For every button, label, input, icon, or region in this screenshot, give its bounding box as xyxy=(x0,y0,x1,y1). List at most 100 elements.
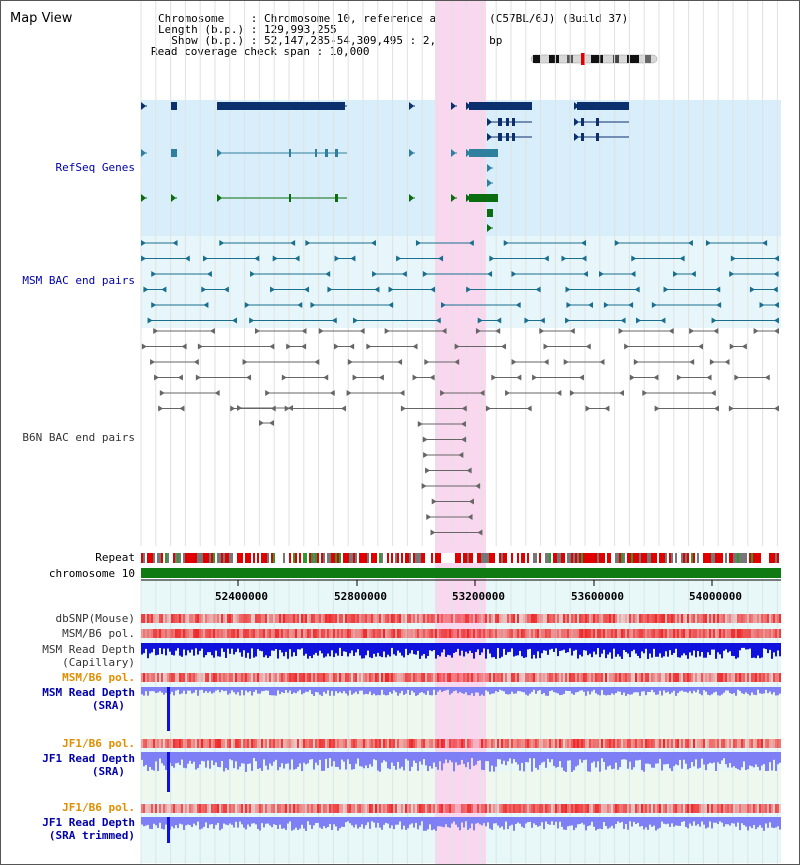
polymorphism-cell xyxy=(419,629,421,638)
depth-bar xyxy=(451,817,453,824)
polymorphism-cell xyxy=(257,673,259,682)
polymorphism-cell xyxy=(161,739,163,748)
bac-end xyxy=(421,483,427,489)
polymorphism-cell xyxy=(365,629,367,638)
polymorphism-cell xyxy=(641,739,643,748)
polymorphism-cell xyxy=(291,629,293,638)
gene-exon xyxy=(512,133,515,141)
bac-end xyxy=(417,421,423,427)
polymorphism-cell xyxy=(769,673,771,682)
polymorphism-cell xyxy=(533,673,535,682)
depth-bar xyxy=(535,687,537,694)
depth-bar xyxy=(147,687,149,696)
depth-bar xyxy=(375,687,377,696)
polymorphism-cell xyxy=(677,804,679,813)
polymorphism-cell xyxy=(405,614,407,623)
repeat-segment xyxy=(255,553,257,563)
depth-bar xyxy=(631,817,633,827)
depth-bar xyxy=(347,687,349,696)
depth-bar xyxy=(507,687,509,695)
depth-bar xyxy=(623,643,625,651)
track-label-msm-depth-cap-sub: (Capillary) xyxy=(62,656,135,669)
polymorphism-cell xyxy=(165,629,167,638)
repeat-segment xyxy=(275,553,277,563)
depth-bar xyxy=(203,752,205,762)
polymorphism-cell xyxy=(761,614,763,623)
depth-bar xyxy=(631,643,633,652)
polymorphism-cell xyxy=(523,673,525,682)
gene-exon xyxy=(469,102,532,110)
polymorphism-cell xyxy=(371,673,373,682)
polymorphism-cell xyxy=(559,629,561,638)
polymorphism-cell xyxy=(551,614,553,623)
depth-bar xyxy=(231,687,233,691)
polymorphism-cell xyxy=(405,673,407,682)
depth-bar xyxy=(661,817,663,822)
depth-bar xyxy=(391,817,393,826)
polymorphism-cell xyxy=(245,673,247,682)
polymorphism-cell xyxy=(141,629,143,638)
polymorphism-cell xyxy=(693,739,695,748)
depth-bar xyxy=(237,817,239,828)
depth-bar xyxy=(543,817,545,830)
depth-bar xyxy=(299,752,301,764)
polymorphism-cell xyxy=(519,614,521,623)
depth-bar xyxy=(421,752,423,765)
bac-end xyxy=(690,271,696,277)
depth-bar xyxy=(775,817,777,828)
bac-end xyxy=(388,302,394,308)
polymorphism-cell xyxy=(427,673,429,682)
polymorphism-cell xyxy=(687,629,689,638)
polymorphism-cell xyxy=(431,673,433,682)
polymorphism-cell xyxy=(221,673,223,682)
depth-bar xyxy=(535,752,537,768)
depth-bar xyxy=(509,752,511,759)
polymorphism-cell xyxy=(443,673,445,682)
polymorphism-cell xyxy=(755,614,757,623)
polymorphism-cell xyxy=(343,629,345,638)
depth-bar xyxy=(661,752,663,771)
polymorphism-cell xyxy=(509,673,511,682)
depth-bar xyxy=(225,752,227,769)
depth-bar xyxy=(745,643,747,650)
polymorphism-cell xyxy=(343,804,345,813)
polymorphism-cell xyxy=(581,673,583,682)
depth-bar xyxy=(535,817,537,825)
depth-bar xyxy=(479,643,481,656)
repeat-segment xyxy=(247,553,249,563)
polymorphism-cell xyxy=(149,804,151,813)
chromosome-ideogram[interactable] xyxy=(529,53,661,65)
repeat-segment xyxy=(307,553,309,563)
depth-bar xyxy=(431,752,433,769)
depth-bar xyxy=(319,687,321,695)
repeat-segment xyxy=(277,553,279,563)
depth-bar xyxy=(467,817,469,830)
depth-bar xyxy=(371,687,373,696)
polymorphism-cell xyxy=(613,614,615,623)
polymorphism-cell xyxy=(431,614,433,623)
depth-bar xyxy=(759,752,761,771)
depth-bar xyxy=(155,643,157,656)
depth-bar xyxy=(463,752,465,764)
polymorphism-cell xyxy=(177,629,179,638)
bac-end xyxy=(359,328,365,334)
depth-bar xyxy=(411,643,413,651)
depth-bar xyxy=(323,752,325,771)
polymorphism-cell xyxy=(581,629,583,638)
polymorphism-cell xyxy=(503,629,505,638)
depth-bar xyxy=(519,817,521,824)
polymorphism-cell xyxy=(193,804,195,813)
polymorphism-cell xyxy=(187,673,189,682)
depth-bar xyxy=(385,752,387,762)
polymorphism-cell xyxy=(773,804,775,813)
polymorphism-cell xyxy=(655,739,657,748)
bac-end xyxy=(424,359,430,365)
polymorphism-cell xyxy=(467,804,469,813)
polymorphism-cell xyxy=(259,673,261,682)
depth-bar xyxy=(279,643,281,650)
depth-bar xyxy=(493,752,495,772)
polymorphism-cell xyxy=(693,804,695,813)
depth-bar xyxy=(471,817,473,824)
depth-bar xyxy=(663,817,665,824)
